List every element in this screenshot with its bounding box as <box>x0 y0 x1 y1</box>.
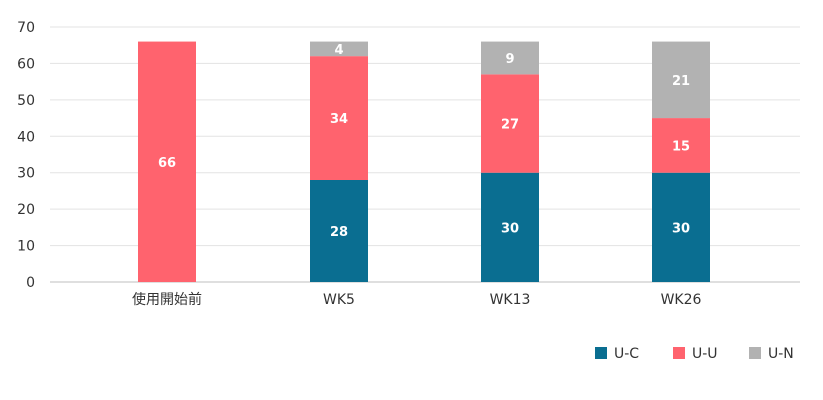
legend: U-C U-U U-N <box>595 346 794 362</box>
bar-segment <box>481 41 539 75</box>
data-label: 30 <box>672 221 690 236</box>
y-tick-label: 30 <box>17 166 35 182</box>
bar-segment <box>652 172 710 282</box>
data-labels: 66 28 34 4 30 27 9 30 15 21 <box>158 43 690 240</box>
bar-segment <box>310 56 368 181</box>
data-label: 15 <box>672 139 690 154</box>
bars <box>138 41 710 283</box>
x-tick-label: 使用開始前 <box>132 291 202 308</box>
legend-swatch <box>749 347 761 359</box>
x-tick-label: WK26 <box>661 292 702 308</box>
bar-segment <box>138 41 196 283</box>
x-axis: 使用開始前 WK5 WK13 WK26 <box>132 291 702 308</box>
legend-label: U-N <box>768 346 794 362</box>
y-tick-label: 40 <box>17 129 35 145</box>
legend-label: U-C <box>614 346 639 362</box>
bar-segment <box>481 172 539 282</box>
data-label: 4 <box>334 43 343 58</box>
data-label: 34 <box>330 112 348 127</box>
bar-segment <box>481 74 539 173</box>
data-label: 9 <box>505 52 514 67</box>
y-tick-label: 50 <box>17 93 35 109</box>
data-label: 30 <box>501 221 519 236</box>
data-label: 66 <box>158 156 176 171</box>
legend-swatch <box>595 347 607 359</box>
bar-segment <box>652 118 710 173</box>
legend-swatch <box>673 347 685 359</box>
y-tick-label: 10 <box>17 239 35 255</box>
bar-segment <box>310 41 368 57</box>
y-tick-label: 20 <box>17 202 35 218</box>
y-tick-label: 0 <box>26 275 35 291</box>
bar-segment <box>310 180 368 282</box>
y-axis: 0 10 20 30 40 50 60 70 <box>17 20 35 291</box>
bar-segment <box>652 41 710 119</box>
y-tick-label: 70 <box>17 20 35 36</box>
data-label: 28 <box>330 225 348 240</box>
x-tick-label: WK5 <box>323 292 355 308</box>
legend-label: U-U <box>692 346 718 362</box>
data-label: 27 <box>501 118 519 133</box>
y-tick-label: 60 <box>17 56 35 72</box>
data-label: 21 <box>672 74 690 89</box>
x-tick-label: WK13 <box>490 292 531 308</box>
